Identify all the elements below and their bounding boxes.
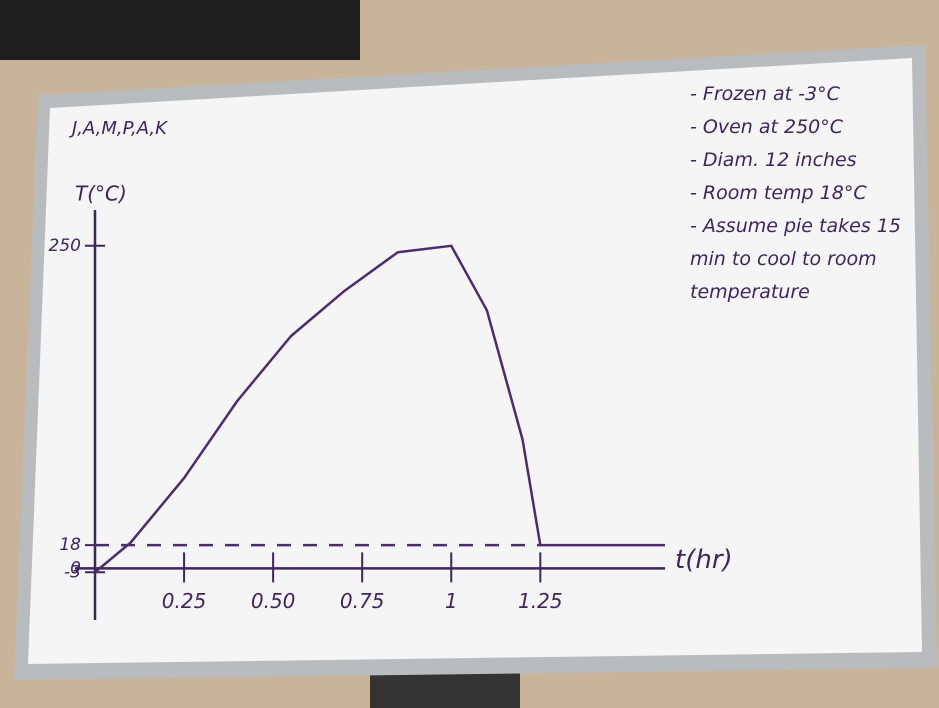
note: - Oven at 250°C	[690, 116, 844, 138]
note: - Room temp 18°C	[690, 182, 867, 204]
y-tick-label: 18	[59, 535, 81, 555]
x-tick-label: 0.50	[251, 589, 296, 613]
series-line	[94, 244, 665, 574]
plot: T(°C) t(hr) -30 18 250 0.25 0.50 0.75 1 1.25	[49, 182, 733, 620]
y-tick-label: 0	[70, 558, 81, 578]
x-tick-label: 0.25	[162, 589, 207, 613]
x-axis-label: t(hr)	[675, 545, 733, 575]
note: - Frozen at -3°C	[690, 83, 840, 105]
board-surface	[28, 58, 922, 664]
table-edge	[0, 0, 360, 60]
x-tick-label: 0.75	[340, 589, 385, 613]
note: - Assume pie takes 15 min to cool to roo…	[690, 215, 901, 303]
x-tick-label: 1.25	[518, 589, 563, 613]
y-tick-label: -3	[64, 562, 81, 582]
note: - Diam. 12 inches	[690, 149, 857, 171]
x-tick-label: 1	[445, 589, 458, 613]
notes: - Frozen at -3°C - Oven at 250°C - Diam. 1…	[690, 78, 920, 309]
y-axis-label: T(°C)	[75, 182, 127, 206]
names: J,A,M,P,A,K	[72, 118, 167, 139]
y-tick-label: 250	[49, 236, 81, 256]
